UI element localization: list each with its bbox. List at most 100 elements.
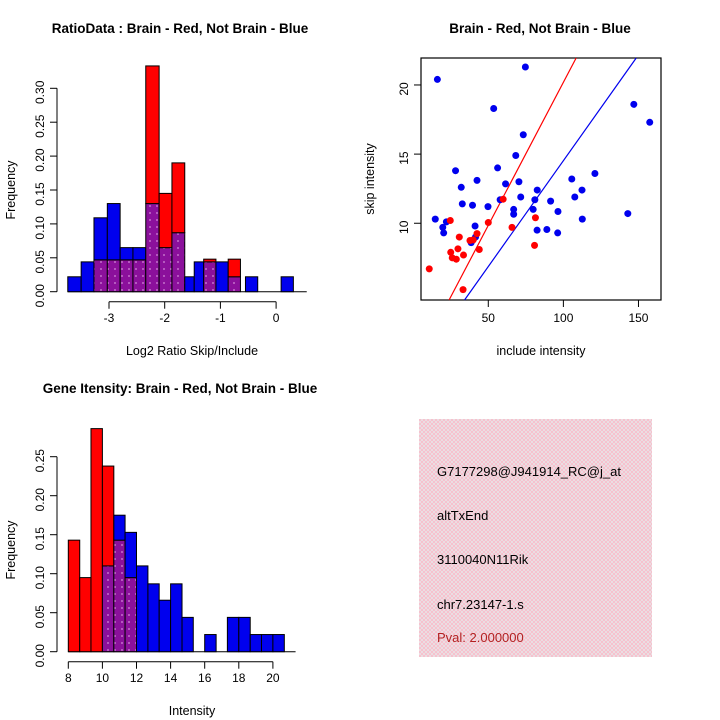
scatter-point-red [499, 195, 507, 203]
scatter-point-blue [515, 178, 523, 186]
scatter-point-blue [519, 131, 527, 139]
x-tick-label: 0 [273, 311, 280, 325]
y-tick-label: 0.25 [33, 449, 47, 473]
x-tick-label: -2 [159, 311, 170, 325]
scatter-point-blue [547, 197, 555, 205]
x-axis-label: Log2 Ratio Skip/Include [126, 344, 258, 358]
intensity-scatter: 50 100 150 10 15 20 include intensity skip inte… [363, 21, 662, 358]
ratio-histogram: 0.00 0.05 0.10 0.15 0.20 0.25 0.30 -3 -2 -1 0 Log2 … [4, 21, 309, 358]
hist-bar-blue [170, 583, 183, 653]
hist-bar-blue [119, 247, 134, 261]
chart-title: Gene Itensity: Brain - Red, Not Brain - … [43, 381, 318, 396]
scatter-point-red [531, 241, 539, 249]
scatter-point-blue [469, 201, 477, 209]
hist-bar-red [90, 428, 103, 653]
fit-line-red [448, 57, 577, 301]
y-axis-label: Frequency [4, 520, 18, 580]
x-tick-label: 8 [65, 671, 72, 685]
scatter-point-blue [521, 63, 529, 71]
y-axis-label: Frequency [4, 160, 18, 220]
x-tick-label: 100 [553, 311, 573, 325]
y-tick-label: 0.15 [33, 527, 47, 551]
hist-bar-red [101, 465, 115, 567]
x-axis-label: include intensity [497, 344, 587, 358]
gene-intensity-histogram-panel: 0.00 0.05 0.10 0.15 0.20 0.25 8 10 12 14 16 18 20 Int… [0, 360, 360, 720]
hist-bar-blue [124, 531, 137, 579]
hist-bar-blue [132, 247, 147, 261]
hist-bar-blue [80, 261, 95, 293]
scatter-point-blue [433, 75, 441, 83]
info-box: G7177298@J941914_RC@j_at altTxEnd 311004… [419, 419, 652, 657]
x-tick-label: 14 [164, 671, 178, 685]
hist-bar-blue [113, 514, 126, 541]
hist-bar-overlap [101, 565, 115, 653]
scatter-point-blue [517, 193, 525, 201]
y-axis-label: skip intensity [363, 142, 377, 214]
scatter-point-red [459, 286, 467, 294]
y-tick-label: 0.10 [33, 566, 47, 590]
x-axis-label: Intensity [169, 704, 216, 718]
scatter-point-red [455, 233, 463, 241]
y-tick-label: 20 [397, 82, 411, 96]
scatter-point-blue [457, 183, 465, 191]
hist-bar-overlap [124, 577, 137, 653]
y-tick-label: 0.20 [33, 148, 47, 172]
scatter-point-red [460, 251, 468, 259]
y-tick-label: 0.05 [33, 250, 47, 274]
scatter-point-blue [452, 167, 460, 175]
scatter-point-blue [490, 104, 498, 112]
scatter-point-blue [473, 176, 481, 184]
hist-bar-blue [67, 276, 82, 293]
hist-bar-blue [181, 616, 194, 653]
plot-box [420, 57, 662, 301]
scatter-point-red [446, 216, 454, 224]
chart-title: Brain - Red, Not Brain - Blue [449, 21, 631, 36]
scatter-point-blue [533, 186, 541, 194]
scatter-point-blue [630, 100, 638, 108]
hist-bar-blue [226, 616, 240, 653]
hist-bar-red [203, 258, 217, 263]
x-tick-label: 20 [266, 671, 280, 685]
hist-bar-blue [280, 276, 294, 293]
scatter-point-blue [510, 210, 518, 218]
scatter-point-blue [512, 151, 520, 159]
y-tick-label: 0.00 [33, 284, 47, 308]
scatter-point-blue [554, 229, 562, 237]
hist-bar-overlap [93, 259, 108, 293]
chart-title: RatioData : Brain - Red, Not Brain - Blu… [52, 21, 309, 36]
probe-id-text: G7177298@J941914_RC@j_at [437, 464, 621, 479]
pval-text: Pval: 2.000000 [437, 630, 524, 645]
scatter-point-blue [431, 215, 439, 223]
y-tick-label: 0.05 [33, 605, 47, 629]
y-tick-label: 15 [397, 151, 411, 165]
hist-bar-overlap [119, 259, 134, 293]
scatter-point-red [469, 236, 477, 244]
scatter-point-blue [502, 180, 510, 188]
hist-bar-red [67, 539, 81, 653]
scatter-point-red [452, 255, 460, 263]
scatter-point-blue [578, 215, 586, 223]
scatter-point-blue [471, 222, 479, 230]
hist-bar-overlap [227, 276, 241, 293]
hist-bar-red [145, 65, 160, 205]
scatter-point-blue [543, 225, 551, 233]
hist-bar-red [158, 192, 173, 249]
scatter-point-blue [484, 203, 492, 211]
info-panel: G7177298@J941914_RC@j_at altTxEnd 311004… [360, 360, 720, 720]
scatter-point-blue [494, 164, 502, 172]
y-tick-label: 0.15 [33, 182, 47, 206]
scatter-point-blue [458, 200, 466, 208]
scatter-point-red [508, 223, 516, 231]
x-tick-label: -1 [215, 311, 226, 325]
gene-intensity-histogram: 0.00 0.05 0.10 0.15 0.20 0.25 8 10 12 14 16 18 20 Int… [4, 381, 318, 718]
gene-name-text: 3110040N11Rik [437, 552, 529, 567]
hist-bar-overlap [203, 261, 217, 293]
x-tick-label: 12 [130, 671, 144, 685]
hist-bar-overlap [113, 539, 126, 653]
scatter-point-red [484, 219, 492, 227]
scatter-point-blue [571, 193, 579, 201]
hist-bar-blue [272, 634, 285, 653]
hist-bar-blue [204, 634, 217, 653]
y-tick-label: 0.25 [33, 114, 47, 138]
